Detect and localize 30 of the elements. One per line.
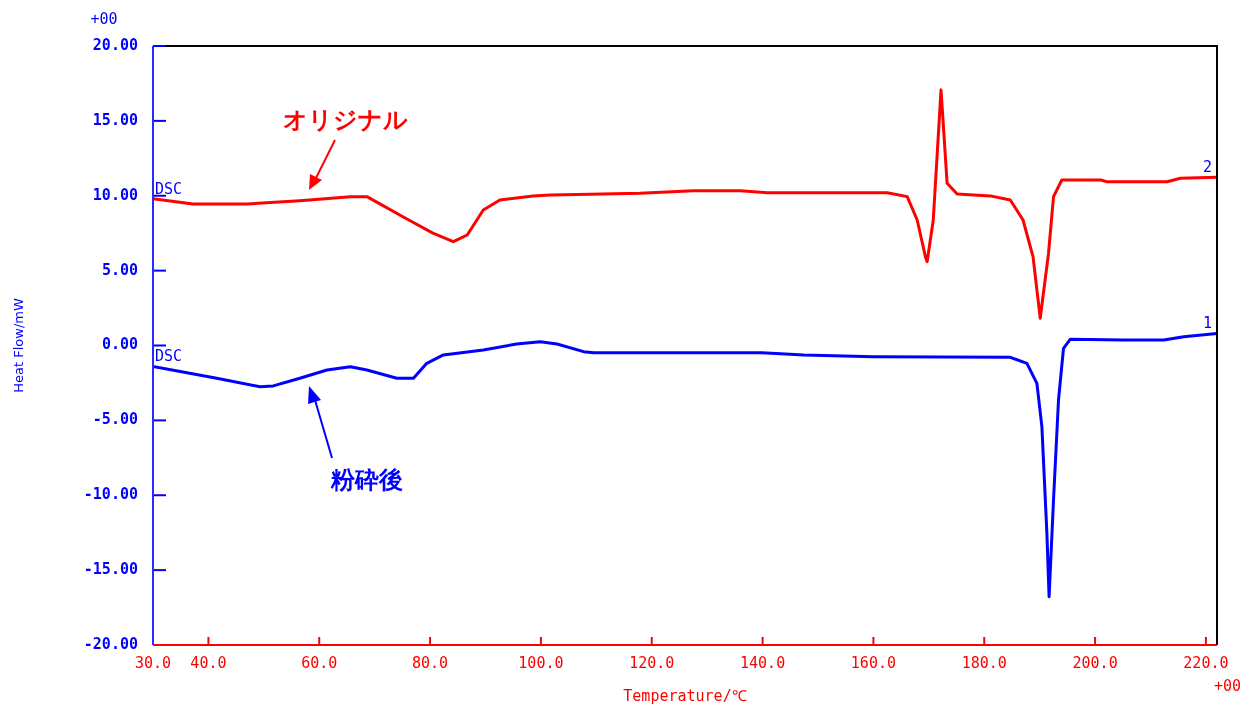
annotation: DSC — [155, 347, 183, 366]
y-tick-label: 0.00 — [101, 335, 138, 354]
x-tick-label: 120.0 — [629, 653, 675, 672]
y-tick-label: -10.00 — [83, 485, 138, 504]
y-tick-label: -15.00 — [83, 560, 138, 579]
y-tick-label: -5.00 — [92, 410, 138, 429]
x-tick-label: 220.0 — [1183, 653, 1229, 672]
y-tick-label: 5.00 — [101, 260, 138, 279]
annotation: DSC — [155, 179, 183, 198]
x-tick-label: 140.0 — [740, 653, 786, 672]
annotation: 1 — [1202, 314, 1212, 333]
x-tick-label: 40.0 — [190, 653, 227, 672]
y-tick-label: 10.00 — [92, 185, 138, 204]
y-tick-label: -20.00 — [83, 634, 138, 653]
y-tick-label: 15.00 — [92, 110, 138, 129]
text: +00 — [1213, 677, 1241, 695]
y-axis-title: Heat Flow/mW — [11, 298, 27, 393]
x-tick-label: 100.0 — [518, 653, 564, 672]
x-tick-label: 30.0 — [134, 653, 172, 672]
annotation: 2 — [1202, 158, 1212, 177]
x-axis-title: Temperature/℃ — [623, 686, 747, 705]
x-tick-label: 60.0 — [301, 653, 338, 672]
x-tick-label: 200.0 — [1072, 653, 1118, 672]
y-tick-label: 20.00 — [92, 35, 138, 54]
text: +00 — [90, 10, 118, 28]
text: オリジナル — [282, 106, 408, 135]
text: 粉砕後 — [330, 466, 403, 495]
x-tick-label: 160.0 — [850, 653, 896, 672]
x-tick-label: 180.0 — [961, 653, 1007, 672]
x-tick-label: 80.0 — [412, 653, 449, 672]
